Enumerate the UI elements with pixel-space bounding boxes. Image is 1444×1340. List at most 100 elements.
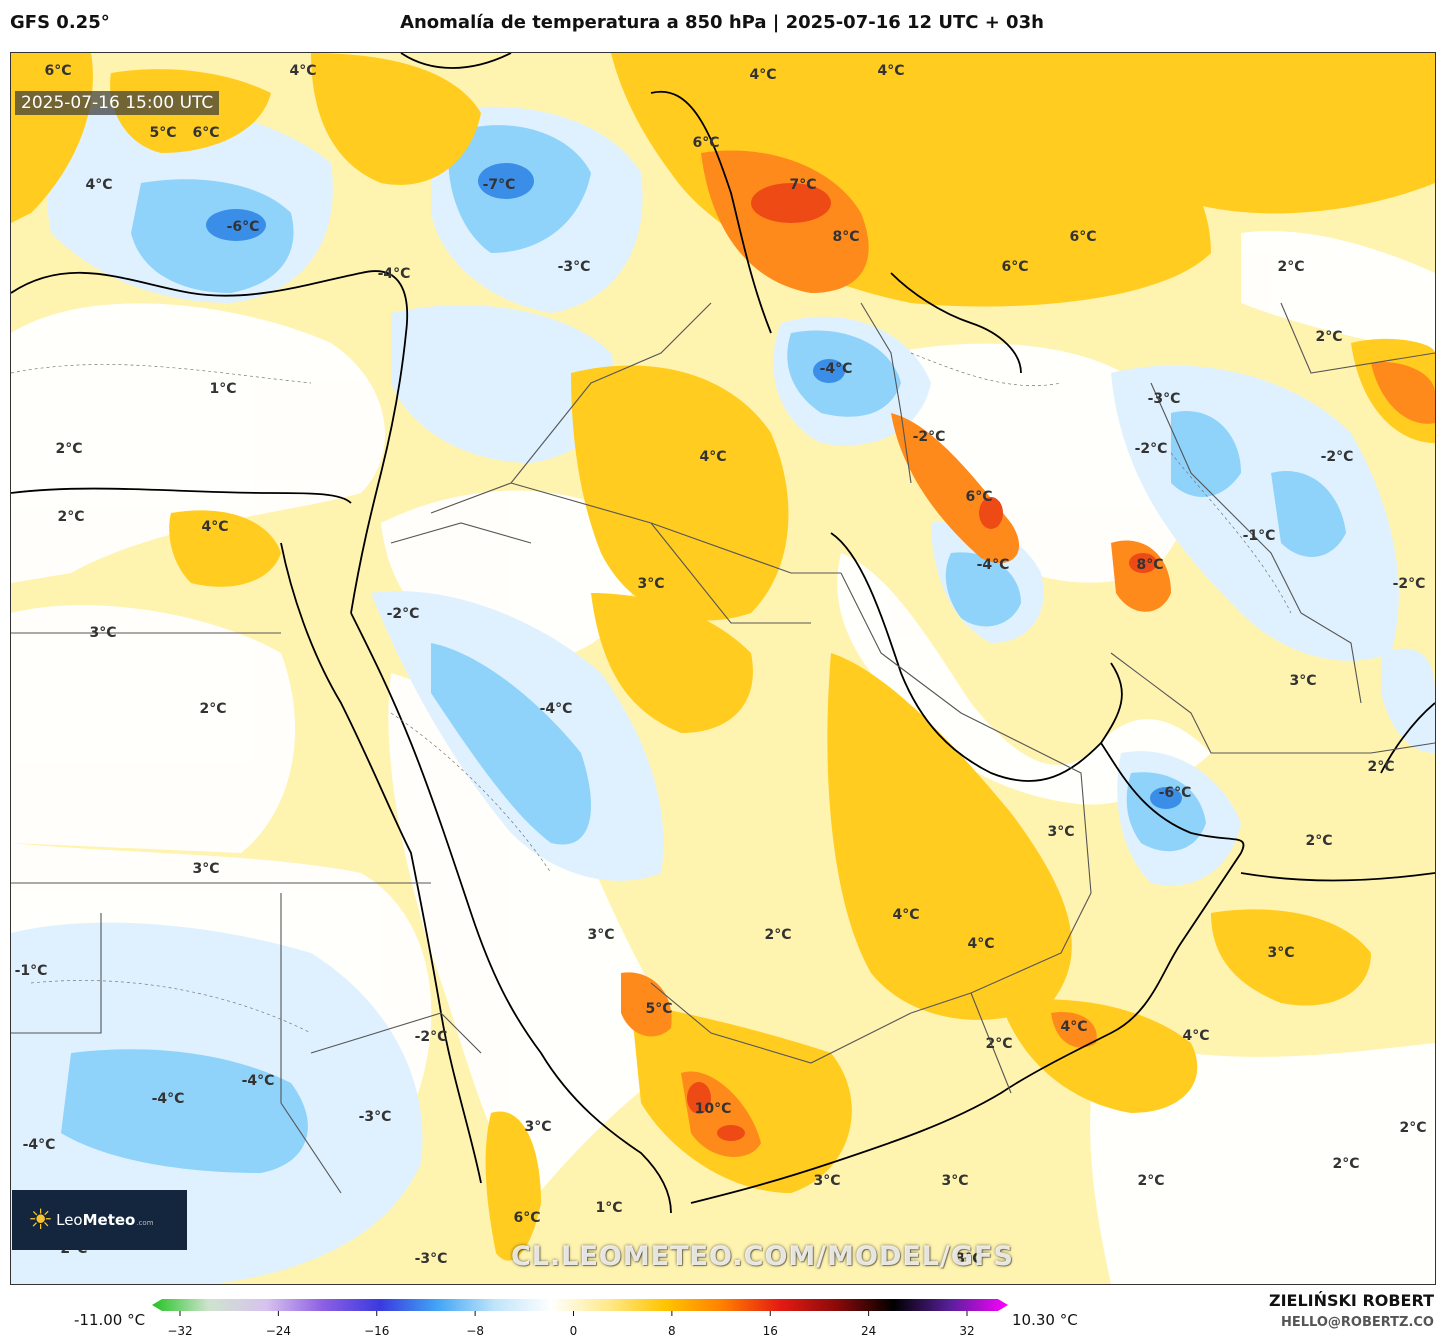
anomaly-value-label: -4°C <box>378 266 411 282</box>
anomaly-value-label: 4°C <box>967 936 994 952</box>
anomaly-value-label: 6°C <box>192 125 219 141</box>
anomaly-value-label: 2°C <box>764 927 791 943</box>
anomaly-value-label: -2°C <box>1135 441 1168 457</box>
anomaly-value-label: 6°C <box>692 135 719 151</box>
logo-wordmark: LeoMeteo <box>56 1211 136 1229</box>
anomaly-value-label: 3°C <box>955 1251 982 1267</box>
colorbar-tick-label: −16 <box>364 1324 389 1338</box>
anomaly-value-label: 1°C <box>209 381 236 397</box>
model-name: GFS 0.25° <box>10 12 110 33</box>
colorbar-max-label: 10.30 °C <box>1012 1311 1078 1329</box>
anomaly-value-label: 7°C <box>789 177 816 193</box>
colorbar-min-label: -11.00 °C <box>74 1311 146 1329</box>
anomaly-value-label: -2°C <box>387 606 420 622</box>
anomaly-value-label: 3°C <box>1267 945 1294 961</box>
anomaly-value-label: -7°C <box>483 177 516 193</box>
anomaly-value-label: 3°C <box>192 861 219 877</box>
anomaly-value-label: 2°C <box>57 509 84 525</box>
positive-anomaly-areas <box>11 53 1435 1261</box>
anomaly-value-label: -4°C <box>152 1091 185 1107</box>
anomaly-value-label: 10°C <box>695 1101 732 1117</box>
anomaly-value-label: -4°C <box>23 1137 56 1153</box>
anomaly-value-label: 6°C <box>1069 229 1096 245</box>
anomaly-value-label: 6°C <box>965 489 992 505</box>
anomaly-value-label: 3°C <box>89 625 116 641</box>
anomaly-value-label: -3°C <box>1148 391 1181 407</box>
colorbar-gradient <box>152 1299 1008 1311</box>
author-email[interactable]: HELLO@ROBERTZ.CO <box>1280 1315 1434 1330</box>
anomaly-value-label: 8°C <box>1136 557 1163 573</box>
anomaly-value-label: 2°C <box>1277 259 1304 275</box>
colorbar-tick-label: 16 <box>763 1324 778 1338</box>
temperature-colorbar: −32 −24 −16 −8 0 8 16 24 32 <box>152 1299 1008 1338</box>
anomaly-value-labels: 6°C 4°C 5°C 6°C 4°C -6°C -7°C 4°C 6°C -3°C -4°C 1°C… <box>15 63 1427 1267</box>
anomaly-value-label: 4°C <box>85 177 112 193</box>
anomaly-value-label: -6°C <box>1159 785 1192 801</box>
anomaly-value-label: 6°C <box>44 63 71 79</box>
map-title: Anomalía de temperatura a 850 hPa | 2025… <box>400 12 1044 33</box>
country-borders <box>11 302 1435 1194</box>
extreme-positive-cores <box>687 183 1157 1141</box>
anomaly-value-label: -4°C <box>540 701 573 717</box>
anomaly-value-label: 2°C <box>985 1036 1012 1052</box>
anomaly-value-label: 2°C <box>1399 1120 1426 1136</box>
anomaly-value-label: 3°C <box>524 1119 551 1135</box>
anomaly-value-label: 4°C <box>201 519 228 535</box>
strong-negative-cores <box>206 163 1182 809</box>
anomaly-value-label: 2°C <box>55 441 82 457</box>
colorbar-tick-label: 0 <box>570 1324 578 1338</box>
anomaly-value-label: 4°C <box>1182 1028 1209 1044</box>
map-canvas: 6°C 4°C 5°C 6°C 4°C -6°C -7°C 4°C 6°C -3°C -4°C 1°C… <box>11 53 1435 1284</box>
colorbar-tick-label: 24 <box>861 1324 876 1338</box>
anomaly-value-label: 1°C <box>595 1200 622 1216</box>
anomaly-value-label: -2°C <box>1321 449 1354 465</box>
anomaly-value-label: 2°C <box>199 701 226 717</box>
anomaly-value-label: -4°C <box>977 557 1010 573</box>
anomaly-value-label: 4°C <box>892 907 919 923</box>
colorbar-ticks: −32 −24 −16 −8 0 8 16 24 32 <box>167 1311 975 1338</box>
colorbar-tick-label: 8 <box>668 1324 676 1338</box>
anomaly-value-label: 4°C <box>289 63 316 79</box>
colorbar-tick-label: −8 <box>466 1324 484 1338</box>
anomaly-value-label: 2°C <box>1315 329 1342 345</box>
anomaly-value-label: 4°C <box>749 67 776 83</box>
coastlines <box>11 53 1435 1214</box>
anomaly-value-label: -4°C <box>820 361 853 377</box>
contour-lines <box>11 352 1292 1034</box>
anomaly-value-label: 8°C <box>832 229 859 245</box>
anomaly-value-label: 6°C <box>513 1210 540 1226</box>
anomaly-value-label: 2°C <box>1367 759 1394 775</box>
anomaly-value-label: -2°C <box>415 1029 448 1045</box>
anomaly-value-label: -3°C <box>558 259 591 275</box>
colorbar-tick-label: −24 <box>266 1324 291 1338</box>
anomaly-value-label: 5°C <box>149 125 176 141</box>
anomaly-value-label: 2°C <box>1305 833 1332 849</box>
anomaly-value-label: 4°C <box>699 449 726 465</box>
anomaly-value-label: -1°C <box>15 963 48 979</box>
anomaly-value-label: 4°C <box>1060 1019 1087 1035</box>
anomaly-value-label: 3°C <box>813 1173 840 1189</box>
anomaly-value-label: -3°C <box>415 1251 448 1267</box>
anomaly-value-label: 2°C <box>1332 1156 1359 1172</box>
anomaly-value-label: 6°C <box>1001 259 1028 275</box>
temperature-anomaly-map: 6°C 4°C 5°C 6°C 4°C -6°C -7°C 4°C 6°C -3°C -4°C 1°C… <box>10 52 1436 1285</box>
anomaly-value-label: 3°C <box>637 576 664 592</box>
anomaly-value-label: -6°C <box>227 219 260 235</box>
anomaly-value-label: 3°C <box>587 927 614 943</box>
anomaly-value-label: 5°C <box>645 1001 672 1017</box>
anomaly-value-label: 3°C <box>1047 824 1074 840</box>
anomaly-value-label: 2°C <box>1137 1173 1164 1189</box>
anomaly-value-label: 4°C <box>877 63 904 79</box>
anomaly-value-label: -3°C <box>359 1109 392 1125</box>
anomaly-value-label: -1°C <box>1243 528 1276 544</box>
valid-time-badge: 2025-07-16 15:00 UTC <box>15 91 220 115</box>
source-watermark: CL.LEOMETEO.COM/MODEL/GFS <box>511 1241 1014 1272</box>
colorbar-tick-label: 32 <box>959 1324 974 1338</box>
leometeo-logo[interactable]: ☀ LeoMeteo .com <box>12 1190 187 1250</box>
author-credit: ZIELIŃSKI ROBERT <box>1268 1291 1434 1310</box>
anomaly-value-label: -2°C <box>913 429 946 445</box>
anomaly-value-label: 3°C <box>1289 673 1316 689</box>
negative-anomaly-areas <box>61 125 1346 1173</box>
anomaly-value-label: 3°C <box>941 1173 968 1189</box>
anomaly-value-label: -4°C <box>242 1073 275 1089</box>
